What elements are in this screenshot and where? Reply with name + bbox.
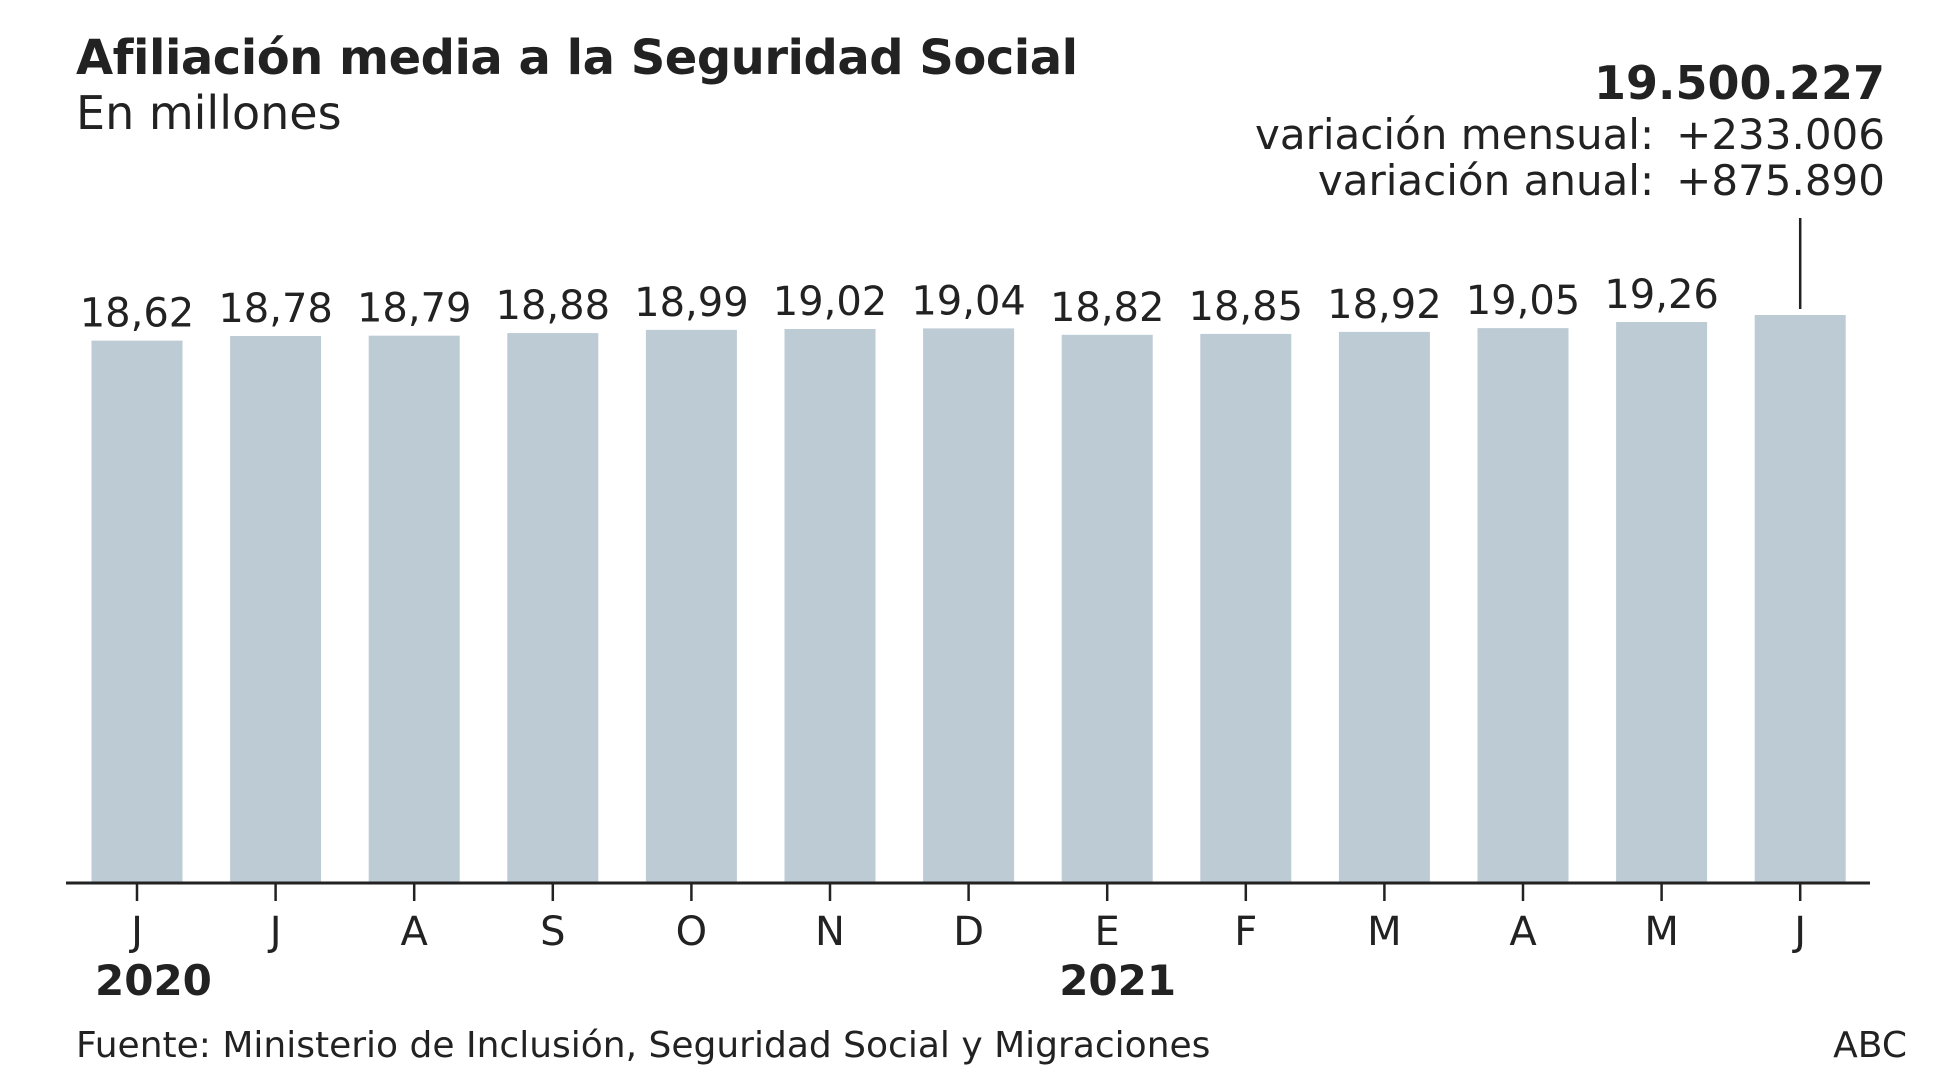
bar-9 [1338,331,1430,883]
bar-10 [1477,328,1569,884]
bar-8 [1200,333,1292,883]
publisher-credit: ABC [1833,1025,1907,1066]
bar-12 [1754,315,1846,883]
bar-5 [784,328,876,883]
latest-value-callout: 19.500.227 variación mensual: +233.006 va… [1255,54,1885,204]
monthly-variation-label: variación mensual: [1255,110,1655,159]
bar-4 [645,329,737,884]
bar-3 [507,333,599,884]
bar-11 [1616,321,1708,883]
x-tick-label-11: M [1644,909,1679,955]
data-label-6: 19,04 [911,278,1026,324]
data-label-4: 18,99 [634,280,749,326]
x-tick-label-5: N [815,909,845,955]
bar-0 [91,340,183,883]
x-tick-label-6: D [953,909,984,955]
latest-total: 19.500.227 [1593,56,1885,110]
x-tick-label-1: J [267,909,282,955]
x-tick-label-7: E [1095,909,1120,955]
x-tick-label-10: A [1509,909,1537,955]
x-tick-label-12: J [1791,909,1806,955]
data-label-3: 18,88 [496,283,611,329]
data-label-5: 19,02 [773,279,888,325]
annual-variation-value: +875.890 [1676,156,1885,205]
data-label-8: 18,85 [1189,284,1304,330]
data-label-9: 18,92 [1327,282,1442,328]
bar-6 [923,328,1015,883]
x-tick-label-3: S [540,909,565,955]
year-label-2021: 2021 [1059,956,1176,1005]
x-tick-label-0: J [128,909,143,955]
annual-variation-label: variación anual: [1317,156,1655,205]
data-label-0: 18,62 [80,291,195,337]
bar-7 [1061,334,1153,883]
bar-1 [230,335,322,884]
source-note: Fuente: Ministerio de Inclusión, Segurid… [76,1025,1211,1066]
chart-subtitle: En millones [76,86,342,140]
bar-2 [368,335,460,883]
monthly-variation: variación mensual: +233.006 [1255,112,1885,158]
data-label-7: 18,82 [1050,285,1165,331]
data-label-10: 19,05 [1466,278,1581,324]
data-label-1: 18,78 [218,286,333,332]
chart-title: Afiliación media a la Seguridad Social [76,30,1078,86]
monthly-variation-value: +233.006 [1676,110,1885,159]
x-tick-label-4: O [676,909,707,955]
x-tick-label-2: A [401,909,429,955]
x-tick-label-8: F [1234,909,1257,955]
data-label-11: 19,26 [1604,272,1719,318]
x-tick-label-9: M [1367,909,1402,955]
year-label-2020: 2020 [95,956,212,1005]
data-label-2: 18,79 [357,286,472,332]
annual-variation: variación anual: +875.890 [1255,158,1885,204]
